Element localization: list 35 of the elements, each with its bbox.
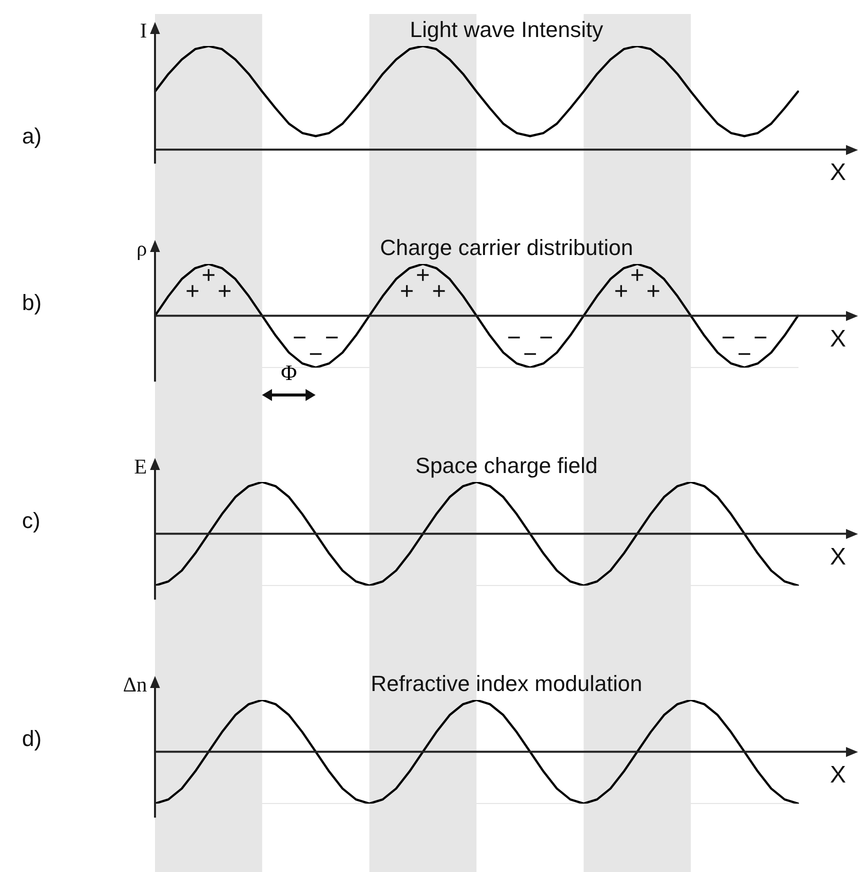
chart-title: Space charge field	[415, 453, 598, 478]
annotation: Φ	[280, 360, 298, 386]
annotation: −	[324, 324, 339, 352]
chart-title: Charge carrier distribution	[380, 235, 634, 260]
y-axis-title: ρ	[136, 236, 147, 261]
x-axis-title: X	[830, 543, 846, 570]
y-axis-title: Δn	[122, 672, 148, 697]
text: b)	[22, 290, 42, 315]
annotation: +	[646, 278, 660, 306]
annotation: −	[753, 324, 768, 352]
annotation: +	[614, 278, 628, 306]
annotation: −	[539, 324, 554, 352]
chart-title: Light wave Intensity	[410, 17, 604, 42]
text: a)	[22, 124, 42, 149]
annotation: +	[432, 278, 446, 306]
chart-title: Refractive index modulation	[370, 671, 642, 696]
annotation: +	[416, 262, 430, 290]
annotation: +	[186, 278, 200, 306]
x-axis-title: X	[830, 761, 846, 788]
x-axis-title: X	[830, 325, 846, 352]
annotation: −	[308, 340, 323, 368]
y-axis-title: I	[140, 18, 147, 43]
annotation: −	[292, 324, 307, 352]
annotation: +	[202, 262, 216, 290]
x-axis-title: X	[830, 159, 846, 186]
annotation: −	[721, 324, 736, 352]
annotation: −	[507, 324, 522, 352]
annotation: −	[523, 340, 538, 368]
annotation: −	[737, 340, 752, 368]
annotation: +	[218, 278, 232, 306]
text: c)	[22, 508, 40, 533]
y-axis-title: E	[134, 454, 147, 479]
text: d)	[22, 726, 42, 751]
annotation: +	[630, 262, 644, 290]
annotation: +	[400, 278, 414, 306]
